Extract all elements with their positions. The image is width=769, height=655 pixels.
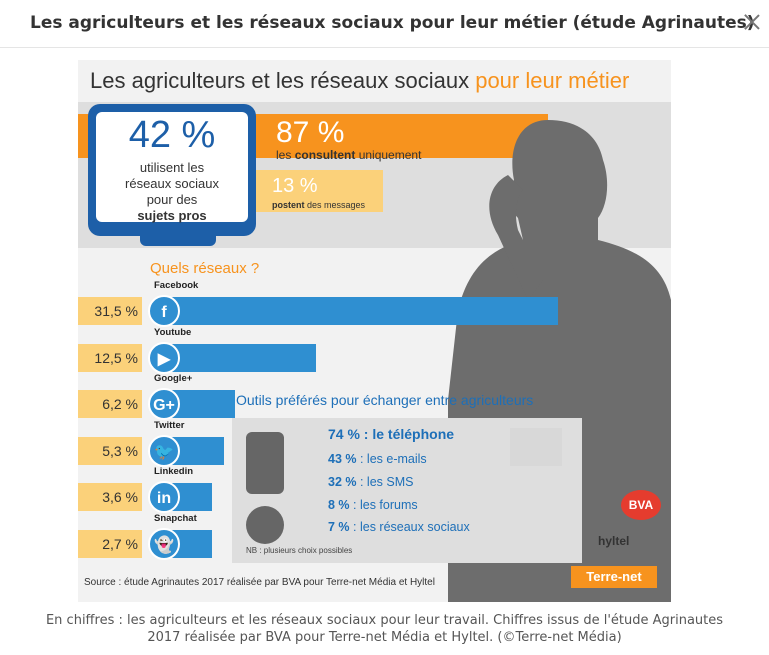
modal-title: Les agriculteurs et les réseaux sociaux … (30, 13, 755, 33)
network-logo-icon: in (148, 481, 180, 513)
post-label: postent des messages (272, 200, 366, 210)
monitor-stand (140, 236, 216, 246)
tool-item: 7 % : les réseaux sociaux (328, 520, 470, 534)
post-bar (248, 170, 383, 212)
network-pct: 2,7 % (78, 530, 142, 558)
network-name: Youtube (154, 327, 192, 338)
image-caption: En chiffres : les agriculteurs et les ré… (45, 613, 724, 645)
tool-item: 43 % : les e-mails (328, 452, 427, 466)
network-row: 31,5 % f Facebook (78, 280, 671, 327)
terrenet-logo: Terre-net (571, 566, 657, 588)
modal-header: Les agriculteurs et les réseaux sociaux … (0, 0, 769, 48)
network-row: 6,2 % G+ Google+ (78, 373, 671, 420)
network-logo-icon: ▶ (148, 342, 180, 374)
network-row: 12,5 % ▶ Youtube (78, 327, 671, 374)
post-pct: 13 % (272, 175, 318, 197)
network-logo-icon: 🐦 (148, 435, 180, 467)
network-row: 2,7 % 👻 Snapchat (78, 513, 671, 560)
network-logo-icon: f (148, 295, 180, 327)
tool-item: 74 % : le téléphone (328, 426, 455, 442)
network-name: Facebook (154, 280, 199, 291)
envelope-icon (510, 428, 562, 466)
network-pct: 31,5 % (78, 297, 142, 325)
network-row: 3,6 % in Linkedin (78, 466, 671, 513)
arrow-icon (256, 124, 270, 148)
usage-pct: 42 % (128, 114, 216, 156)
network-logo-icon: 👻 (148, 528, 180, 560)
network-logo-icon: G+ (148, 388, 180, 420)
consult-pct: 87 % (276, 116, 345, 149)
monitor-icon: 42 % utilisent les réseaux sociaux pour … (88, 104, 256, 236)
chat-bubble-icon (246, 506, 284, 544)
close-icon[interactable] (740, 10, 764, 34)
tools-note: NB : plusieurs choix possibles (246, 546, 353, 555)
bva-logo: BVA (621, 490, 661, 520)
network-row: 5,3 % 🐦 Twitter (78, 420, 671, 467)
networks-title: Quels réseaux ? (150, 260, 260, 277)
infographic-title: Les agriculteurs et les réseaux sociaux … (90, 68, 630, 93)
network-bar (156, 297, 558, 325)
tool-item: 8 % : les forums (328, 498, 418, 512)
network-pct: 12,5 % (78, 344, 142, 372)
network-name: Linkedin (154, 466, 194, 477)
source-text: Source : étude Agrinautes 2017 réalisée … (84, 577, 435, 588)
usage-label: utilisent les réseaux sociaux pour des s… (125, 160, 219, 223)
infographic-image: Les agriculteurs et les réseaux sociaux … (78, 60, 671, 602)
network-name: Google+ (154, 373, 193, 384)
hyltel-logo: hyltel (598, 534, 630, 548)
tools-title: Outils préférés pour échanger entre agri… (236, 392, 534, 408)
network-bar (156, 344, 316, 372)
phone-icon (246, 432, 284, 494)
network-pct: 6,2 % (78, 390, 142, 418)
tool-item: 32 % : les SMS (328, 475, 414, 489)
network-name: Twitter (154, 420, 185, 431)
network-pct: 3,6 % (78, 483, 142, 511)
consult-label: les consultent uniquement (276, 148, 422, 162)
network-pct: 5,3 % (78, 437, 142, 465)
network-name: Snapchat (154, 513, 197, 524)
monitor-screen: 42 % utilisent les réseaux sociaux pour … (96, 112, 248, 223)
